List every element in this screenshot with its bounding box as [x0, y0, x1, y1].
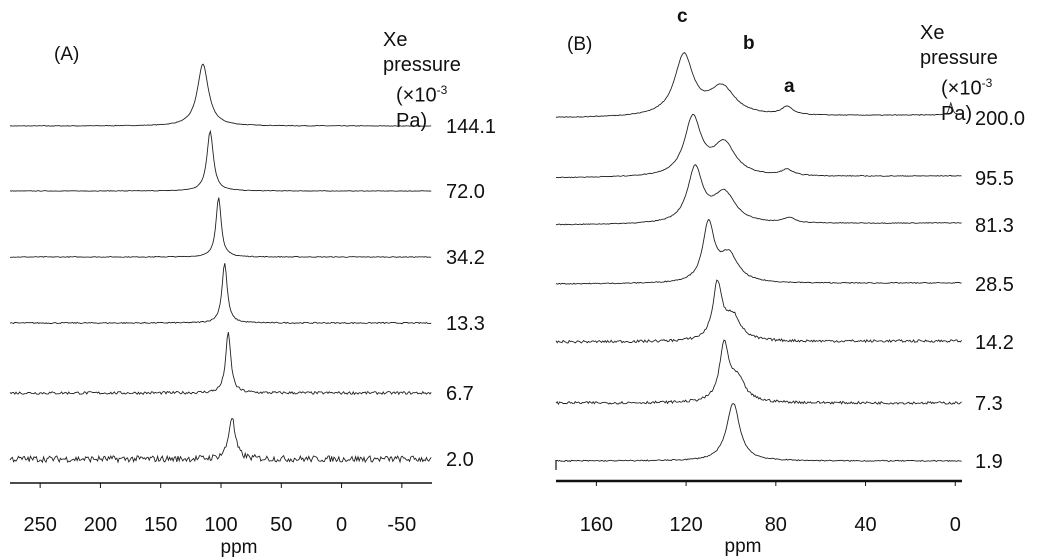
pressure-label-a-5: 2.0	[446, 449, 474, 471]
x-axis-label-a: ppm	[221, 537, 258, 557]
x-tick-label-b-3: 40	[854, 514, 876, 536]
panel-a-label: (A)	[54, 44, 80, 65]
pressure-label-a-0: 144.1	[446, 116, 496, 138]
pressure-label-b-6: 1.9	[975, 451, 1003, 473]
x-tick-label-b-0: 160	[580, 514, 613, 536]
panel-b-label: (B)	[567, 34, 593, 55]
x-tick-label-a-3: 100	[204, 514, 237, 536]
spectrum-a-3	[9, 263, 432, 325]
spectrum-b-5	[555, 339, 962, 406]
peak-label-c: c	[677, 6, 688, 27]
spectrum-b-2	[555, 164, 962, 226]
pressure-label-b-1: 95.5	[975, 168, 1014, 190]
panel-b-header-line1: Xe pressure	[920, 22, 998, 69]
pressure-label-a-1: 72.0	[446, 181, 485, 203]
x-tick-label-a-4: 50	[270, 514, 292, 536]
peak-label-b: b	[743, 33, 755, 54]
spectrum-a-1	[9, 129, 432, 192]
spectrum-a-5	[9, 417, 432, 464]
spectrum-b-3	[555, 218, 962, 285]
x-tick-label-b-1: 120	[669, 514, 702, 536]
peak-label-a: a	[784, 76, 795, 97]
pressure-label-b-3: 28.5	[975, 274, 1014, 296]
x-tick-label-a-1: 200	[84, 514, 117, 536]
panel-a-header-line1: Xe pressure	[383, 29, 461, 76]
spectrum-a-2	[10, 197, 432, 258]
x-tick-label-b-2: 80	[765, 514, 787, 536]
pressure-label-b-0: 200.0	[975, 108, 1025, 130]
pressure-label-b-2: 81.3	[975, 215, 1014, 237]
pressure-label-b-4: 14.2	[975, 332, 1014, 354]
spectrum-a-0	[9, 63, 432, 127]
pressure-label-a-4: 6.7	[446, 383, 474, 405]
spectrum-b-1	[555, 113, 962, 179]
x-axis-label-b: ppm	[725, 536, 762, 557]
x-tick-label-a-5: 0	[336, 514, 347, 536]
x-tick-label-a-0: 250	[23, 514, 56, 536]
pressure-label-b-5: 7.3	[975, 393, 1003, 415]
x-tick-label-b-4: 0	[950, 514, 961, 536]
pressure-label-a-2: 34.2	[446, 247, 485, 269]
spectrum-b-0	[555, 52, 962, 118]
spectrum-b-6	[555, 403, 962, 463]
pressure-label-a-3: 13.3	[446, 313, 485, 335]
spectrum-b-4	[555, 279, 962, 344]
x-tick-label-a-2: 150	[144, 514, 177, 536]
x-tick-label-a-6: -50	[387, 514, 416, 536]
spectrum-a-4	[9, 332, 432, 396]
panel-b-header: Xe pressure (×10-3 Pa)	[920, 21, 998, 127]
